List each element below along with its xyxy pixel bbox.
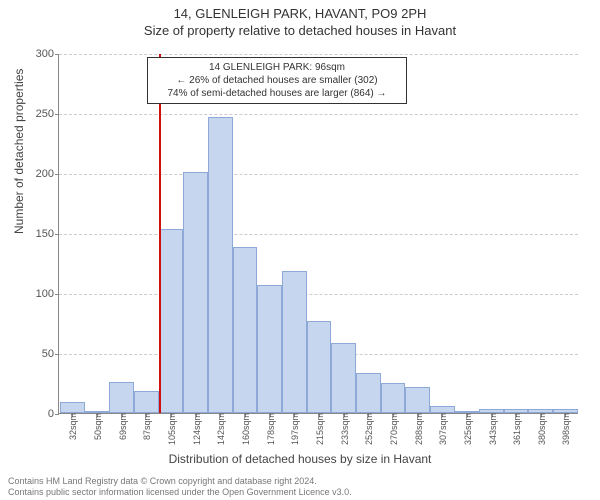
xtick-label: 124sqm xyxy=(190,413,202,445)
gridline xyxy=(59,54,578,55)
histogram-bar xyxy=(183,172,208,413)
histogram-bar xyxy=(109,382,134,413)
ytick-mark xyxy=(55,234,59,235)
xtick-label: 325sqm xyxy=(461,413,473,445)
histogram-bar xyxy=(381,383,406,413)
xtick-label: 270sqm xyxy=(387,413,399,445)
xtick-label: 69sqm xyxy=(116,413,128,440)
histogram-bar xyxy=(257,285,282,413)
xtick-label: 160sqm xyxy=(239,413,251,445)
ytick-mark xyxy=(55,414,59,415)
annotation-line: 14 GLENLEIGH PARK: 96sqm xyxy=(156,61,398,74)
histogram-bar xyxy=(233,247,258,413)
annotation-line: ← 26% of detached houses are smaller (30… xyxy=(156,74,398,87)
histogram-bar xyxy=(60,402,85,413)
annotation-line: 74% of semi-detached houses are larger (… xyxy=(156,87,398,100)
gridline xyxy=(59,294,578,295)
gridline xyxy=(59,174,578,175)
title-main: 14, GLENLEIGH PARK, HAVANT, PO9 2PH xyxy=(0,0,600,21)
ytick-mark xyxy=(55,354,59,355)
histogram-bar xyxy=(331,343,356,413)
ytick-mark xyxy=(55,114,59,115)
footer-line-1: Contains HM Land Registry data © Crown c… xyxy=(8,476,592,487)
histogram-bar xyxy=(430,406,455,413)
histogram-bar xyxy=(405,387,430,413)
ytick-mark xyxy=(55,54,59,55)
xtick-label: 32sqm xyxy=(66,413,78,440)
xtick-label: 343sqm xyxy=(486,413,498,445)
xtick-label: 233sqm xyxy=(338,413,350,445)
gridline xyxy=(59,234,578,235)
histogram-bar xyxy=(307,321,332,413)
x-axis-label: Distribution of detached houses by size … xyxy=(0,452,600,466)
xtick-label: 197sqm xyxy=(288,413,300,445)
histogram-bar xyxy=(208,117,233,413)
histogram-bar xyxy=(134,391,159,413)
xtick-label: 252sqm xyxy=(362,413,374,445)
ytick-mark xyxy=(55,174,59,175)
xtick-label: 87sqm xyxy=(140,413,152,440)
xtick-label: 307sqm xyxy=(436,413,448,445)
reference-line xyxy=(159,54,161,413)
histogram-bar xyxy=(356,373,381,413)
xtick-label: 178sqm xyxy=(264,413,276,445)
footer-attribution: Contains HM Land Registry data © Crown c… xyxy=(8,476,592,498)
footer-line-2: Contains public sector information licen… xyxy=(8,487,592,498)
chart-area: 05010015020025030032sqm50sqm69sqm87sqm10… xyxy=(58,54,578,414)
xtick-label: 398sqm xyxy=(559,413,571,445)
ytick-mark xyxy=(55,294,59,295)
xtick-label: 105sqm xyxy=(165,413,177,445)
histogram-bar xyxy=(159,229,184,413)
annotation-box: 14 GLENLEIGH PARK: 96sqm← 26% of detache… xyxy=(147,57,407,104)
xtick-label: 288sqm xyxy=(412,413,424,445)
plot: 05010015020025030032sqm50sqm69sqm87sqm10… xyxy=(58,54,578,414)
y-axis-label: Number of detached properties xyxy=(12,69,26,234)
xtick-label: 361sqm xyxy=(510,413,522,445)
title-sub: Size of property relative to detached ho… xyxy=(0,21,600,38)
xtick-label: 50sqm xyxy=(91,413,103,440)
xtick-label: 380sqm xyxy=(535,413,547,445)
xtick-label: 215sqm xyxy=(313,413,325,445)
gridline xyxy=(59,114,578,115)
xtick-label: 142sqm xyxy=(214,413,226,445)
histogram-bar xyxy=(282,271,307,413)
